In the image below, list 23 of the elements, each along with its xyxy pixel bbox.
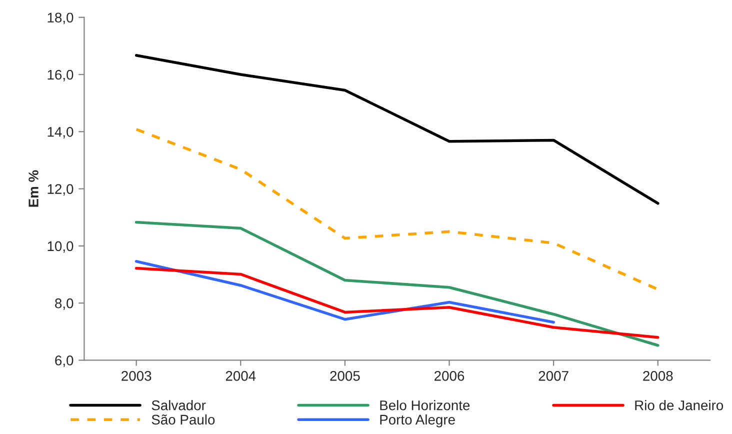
legend-label: Salvador <box>152 400 206 410</box>
line-series <box>134 220 660 347</box>
x-tick-label: 2006 <box>434 371 464 381</box>
legend-label: São Paulo <box>152 414 215 425</box>
x-tick-label: 2007 <box>538 371 568 381</box>
legend-label: Belo Horizonte <box>380 400 470 410</box>
y-axis-title: Em % <box>28 170 38 207</box>
line-series <box>134 54 660 205</box>
y-tick-label: 18,0 <box>48 12 74 24</box>
y-tick-label: 8,0 <box>55 298 74 310</box>
x-tick-label: 2005 <box>330 371 360 381</box>
legend-label: Porto Alegre <box>380 414 455 428</box>
y-tick-label: 16,0 <box>48 70 74 82</box>
y-tick-label: 10,0 <box>48 241 74 253</box>
x-tick-label: 2004 <box>226 371 256 381</box>
line-series <box>134 266 660 339</box>
y-tick-label: 14,0 <box>48 126 74 138</box>
x-tick-label: 2003 <box>122 371 152 381</box>
x-tick-label: 2008 <box>643 371 673 381</box>
legend-label: Rio de Janeiro <box>635 400 724 410</box>
y-tick-label: 12,0 <box>48 184 74 196</box>
line-series <box>134 128 660 291</box>
y-tick-label: 6,0 <box>55 356 74 368</box>
